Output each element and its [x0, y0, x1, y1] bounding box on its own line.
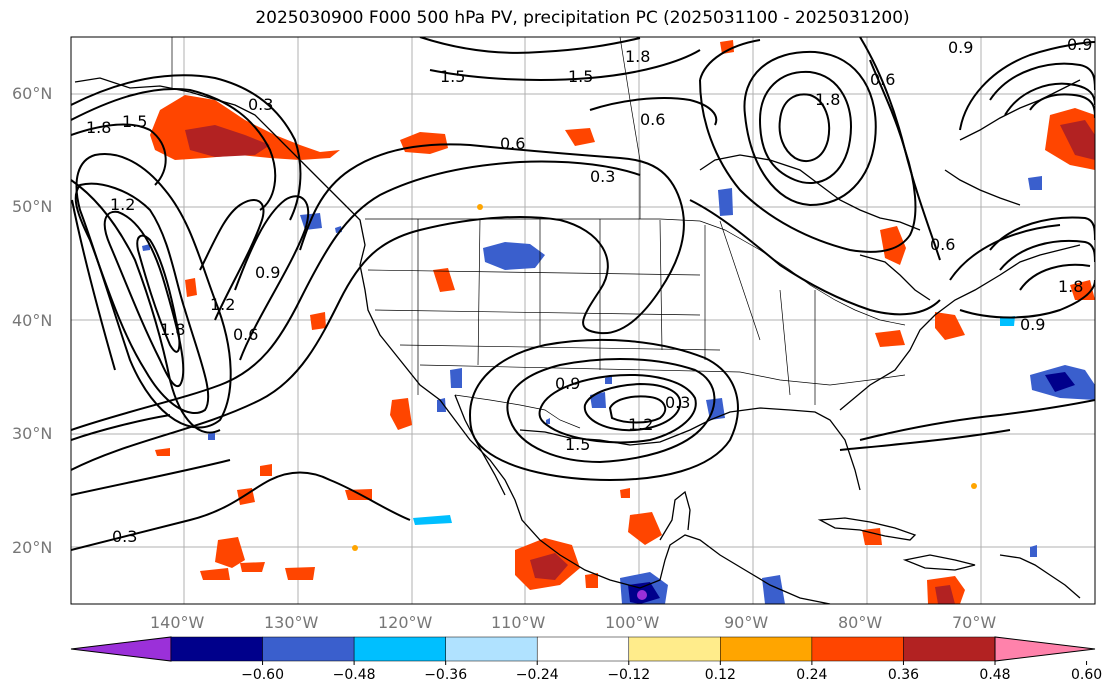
contour-label: 1.8: [625, 47, 650, 66]
contour-label: 0.6: [930, 235, 955, 254]
lon-label-130w: 130°W: [264, 613, 319, 632]
colorbar-segment: [262, 636, 355, 662]
contour-label: 0.9: [948, 38, 973, 57]
contour-label: 0.9: [1020, 315, 1045, 334]
colorbar-segment: [903, 636, 996, 662]
colorbar-tick-label: 0.24: [796, 667, 827, 683]
latitude-labels: 60°N 50°N 40°N 30°N 20°N: [12, 84, 52, 557]
lon-label-110w: 110°W: [491, 613, 546, 632]
colorbar-segment: [628, 636, 721, 662]
contour-label: 0.6: [640, 110, 665, 129]
gridlines: [71, 37, 1095, 604]
lat-label-40n: 40°N: [12, 311, 52, 330]
contour-label: 1.5: [568, 67, 593, 86]
pv-contours: [71, 37, 1095, 551]
map-frame: [70, 36, 1096, 605]
contour-label: 0.3: [112, 527, 137, 546]
contour-label: 0.9: [1067, 35, 1092, 54]
lat-label-20n: 20°N: [12, 538, 52, 557]
contour-label: 1.2: [110, 195, 135, 214]
colorbar-tick-label: 0.36: [888, 667, 919, 683]
political-borders: [171, 37, 906, 429]
contour-label: 1.5: [440, 67, 465, 86]
pv-contour-labels: 1.8 1.5 1.2 0.9 1.2 1.8 0.6 0.3 1.5 1.5 …: [86, 35, 1092, 546]
lat-label-50n: 50°N: [12, 197, 52, 216]
contour-label: 1.8: [815, 90, 840, 109]
colorbar-segment: [536, 636, 630, 662]
contour-label: 0.9: [555, 374, 580, 393]
colorbar: −0.60 −0.48 −0.36 −0.24 −0.12 0.12 0.24 0.36 0.4…: [70, 636, 1102, 683]
contour-label: 1.2: [210, 295, 235, 314]
contour-label: 0.6: [870, 70, 895, 89]
colorbar-tick-label: 0.60: [1071, 667, 1102, 683]
colorbar-tick-label: −0.12: [607, 667, 650, 683]
colorbar-tick-label: 0.48: [979, 667, 1010, 683]
contour-label: 1.8: [1058, 277, 1083, 296]
lon-label-80w: 80°W: [838, 613, 882, 632]
colorbar-tick-label: −0.36: [424, 667, 467, 683]
contour-label: 1.8: [86, 118, 111, 137]
colorbar-extend-low: [70, 636, 172, 662]
colorbar-segment: [720, 636, 813, 662]
colorbar-segment: [353, 636, 446, 662]
contour-label: 0.3: [590, 167, 615, 186]
contour-label: 0.9: [255, 263, 280, 282]
colorbar-tick-label: −0.24: [516, 667, 559, 683]
lon-label-100w: 100°W: [605, 613, 660, 632]
lon-label-70w: 70°W: [952, 613, 996, 632]
colorbar-tick-label: −0.60: [241, 667, 284, 683]
contour-label: 1.8: [160, 320, 185, 339]
contour-label: 1.5: [122, 112, 147, 131]
colorbar-extend-high: [994, 636, 1096, 662]
colorbar-segment: [811, 636, 904, 662]
colorbar-segment: [445, 636, 538, 662]
lon-label-90w: 90°W: [724, 613, 768, 632]
contour-label: 1.5: [565, 435, 590, 454]
contour-label: 0.3: [248, 95, 273, 114]
colorbar-tick-label: −0.48: [333, 667, 376, 683]
precip-anomaly-shading: [150, 40, 1095, 604]
lat-label-30n: 30°N: [12, 424, 52, 443]
colorbar-tick-label: 0.12: [705, 667, 736, 683]
longitude-labels: 140°W 130°W 120°W 110°W 100°W 90°W 80°W …: [150, 613, 996, 632]
map-title: 2025030900 F000 500 hPa PV, precipitatio…: [255, 8, 910, 28]
colorbar-segment: [170, 636, 263, 662]
contour-label: 0.3: [665, 393, 690, 412]
contour-label: 0.6: [233, 325, 258, 344]
contour-label: 0.6: [500, 134, 525, 153]
lat-label-60n: 60°N: [12, 84, 52, 103]
contour-label: 1.2: [628, 415, 653, 434]
lon-label-120w: 120°W: [378, 613, 433, 632]
lon-label-140w: 140°W: [150, 613, 205, 632]
